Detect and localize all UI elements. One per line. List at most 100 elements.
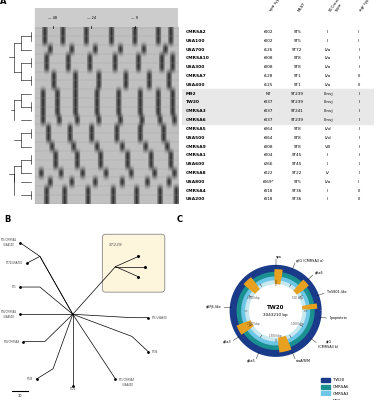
Text: ST45: ST45 xyxy=(27,377,33,381)
Text: t002: t002 xyxy=(264,30,273,34)
Text: t022: t022 xyxy=(264,171,273,175)
Text: II: II xyxy=(327,39,329,43)
Text: ST8: ST8 xyxy=(293,127,301,131)
Bar xyxy=(35,89,178,98)
Text: ST8/CMRSA5
/USA500: ST8/CMRSA5 /USA500 xyxy=(1,310,17,318)
Text: II: II xyxy=(327,188,329,192)
Text: IVa: IVa xyxy=(325,65,331,69)
Text: ST1: ST1 xyxy=(294,74,301,78)
Text: — 9: — 9 xyxy=(131,16,138,20)
Text: ST239: ST239 xyxy=(291,100,304,104)
Text: USA600: USA600 xyxy=(186,162,205,166)
Text: I: I xyxy=(358,109,359,113)
Text: t069*: t069* xyxy=(263,180,274,184)
Text: CMRSA5: CMRSA5 xyxy=(186,127,206,131)
Text: II: II xyxy=(358,30,360,34)
Bar xyxy=(35,116,178,124)
Text: t018: t018 xyxy=(264,197,273,201)
Text: lipoprotein: lipoprotein xyxy=(329,316,347,320)
Text: spa type: spa type xyxy=(268,0,282,12)
Text: t128: t128 xyxy=(264,74,273,78)
Text: I: I xyxy=(358,171,359,175)
Text: ST1: ST1 xyxy=(12,285,17,289)
Bar xyxy=(35,107,178,116)
Text: ST8: ST8 xyxy=(293,56,301,60)
Text: USA500: USA500 xyxy=(186,136,205,140)
Text: ST72: ST72 xyxy=(292,48,302,52)
Text: t266: t266 xyxy=(264,162,273,166)
Text: CMRSA2: CMRSA2 xyxy=(186,30,206,34)
Bar xyxy=(321,384,330,389)
Text: ST8: ST8 xyxy=(293,65,301,69)
Text: II: II xyxy=(327,30,329,34)
Text: ST1/CMRSA7
/USA400: ST1/CMRSA7 /USA400 xyxy=(119,378,135,387)
Text: 500 kbp: 500 kbp xyxy=(292,296,303,300)
Text: φfG (CMRSA3 a): φfG (CMRSA3 a) xyxy=(296,258,324,262)
Text: I: I xyxy=(358,100,359,104)
Text: t037: t037 xyxy=(264,109,273,113)
Text: ST8: ST8 xyxy=(293,144,301,148)
Text: III: III xyxy=(357,83,361,87)
Text: SCCmec
type: SCCmec type xyxy=(328,0,345,15)
Text: CMRSA1: CMRSA1 xyxy=(186,153,207,157)
Bar xyxy=(321,392,330,396)
Text: II: II xyxy=(358,39,360,43)
Text: ST22: ST22 xyxy=(70,387,76,391)
Text: M92: M92 xyxy=(333,399,341,400)
Text: IV: IV xyxy=(326,171,330,175)
Text: I: I xyxy=(358,144,359,148)
Text: VIII: VIII xyxy=(325,144,331,148)
Text: φSPβ-like: φSPβ-like xyxy=(206,305,222,309)
FancyBboxPatch shape xyxy=(102,234,165,292)
Text: t064: t064 xyxy=(264,127,273,131)
Text: I: I xyxy=(358,48,359,52)
Text: MLST: MLST xyxy=(297,1,307,12)
Text: II: II xyxy=(358,180,360,184)
Text: t004: t004 xyxy=(264,153,273,157)
Text: C: C xyxy=(177,215,183,224)
Text: TW20: TW20 xyxy=(267,305,284,310)
Text: USA200: USA200 xyxy=(186,197,205,201)
Text: t125: t125 xyxy=(264,83,273,87)
Text: CMRSA6: CMRSA6 xyxy=(186,118,206,122)
Text: CMRSA10: CMRSA10 xyxy=(186,56,210,60)
Text: IVd: IVd xyxy=(325,136,332,140)
Text: ST36: ST36 xyxy=(292,197,302,201)
Text: IIInvj: IIInvj xyxy=(323,92,333,96)
Text: I: I xyxy=(358,65,359,69)
Text: IVa: IVa xyxy=(325,83,331,87)
Text: ST1: ST1 xyxy=(294,83,301,87)
Text: IVd: IVd xyxy=(325,127,332,131)
Text: t008: t008 xyxy=(264,56,273,60)
Text: ST239: ST239 xyxy=(291,118,304,122)
Text: TW20: TW20 xyxy=(333,378,344,382)
Text: ST5/USA800: ST5/USA800 xyxy=(152,316,167,320)
Text: USA300: USA300 xyxy=(186,65,205,69)
Bar xyxy=(182,89,374,98)
Text: agr type: agr type xyxy=(359,0,372,12)
Text: ST241: ST241 xyxy=(291,109,304,113)
Text: USA700: USA700 xyxy=(186,48,205,52)
Text: ST239: ST239 xyxy=(291,92,304,96)
Bar xyxy=(182,116,374,124)
Bar xyxy=(321,398,330,400)
Text: I: I xyxy=(358,136,359,140)
Text: — 24: — 24 xyxy=(87,16,96,20)
Bar xyxy=(182,107,374,116)
Text: CMRSA9: CMRSA9 xyxy=(186,144,207,148)
Text: CMRSA4: CMRSA4 xyxy=(186,188,207,192)
Text: 10: 10 xyxy=(18,394,22,398)
Text: ST5: ST5 xyxy=(293,180,301,184)
Text: A: A xyxy=(0,0,7,6)
Text: t126: t126 xyxy=(264,48,273,52)
Text: IVa: IVa xyxy=(325,180,331,184)
Text: USA800: USA800 xyxy=(186,180,205,184)
Text: IIInvj: IIInvj xyxy=(323,100,333,104)
Text: IIInvj: IIInvj xyxy=(323,109,333,113)
Text: 3043210 bp: 3043210 bp xyxy=(263,313,288,317)
Text: I: I xyxy=(358,162,359,166)
Bar xyxy=(321,378,330,382)
Text: IVa: IVa xyxy=(325,48,331,52)
Text: TW20: TW20 xyxy=(186,100,200,104)
Text: t018: t018 xyxy=(264,188,273,192)
